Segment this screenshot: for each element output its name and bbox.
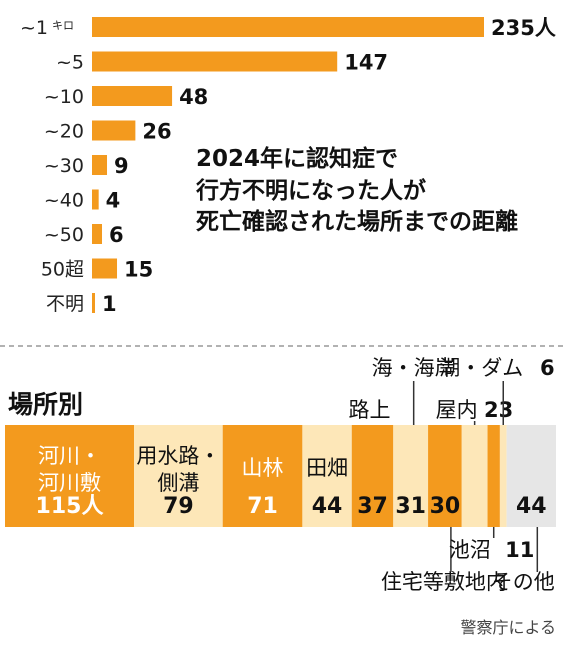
distance-bar <box>92 189 99 210</box>
segment-value: 30 <box>430 494 461 519</box>
callout-label: 屋内 <box>436 398 478 422</box>
category-label: ~40 <box>44 190 84 212</box>
place-segment <box>499 425 507 527</box>
segment-value: 31 <box>395 494 426 519</box>
bar-value-label: 235人 <box>491 16 556 40</box>
bar-value-label: 9 <box>114 154 129 178</box>
distance-bar <box>92 224 103 244</box>
bar-value-label: 15 <box>124 258 153 282</box>
place-segment <box>506 425 556 527</box>
segment-label: 用水路・ <box>136 444 220 468</box>
place-segment <box>222 425 303 527</box>
callout-label: その他 <box>492 570 555 594</box>
bar-value-label: 26 <box>142 120 171 144</box>
place-segment <box>5 425 135 527</box>
callout-value: 11 <box>505 538 534 562</box>
segment-value: 79 <box>163 494 194 519</box>
bar-value-label: 147 <box>344 51 388 75</box>
segment-value: 115人 <box>36 494 104 519</box>
source-note: 警察庁による <box>460 618 556 637</box>
distance-bar <box>92 17 484 37</box>
segment-label: 山林 <box>242 456 284 480</box>
category-label: ~10 <box>44 86 84 108</box>
segment-value: 44 <box>516 494 547 519</box>
callout-label: 湖・ダム <box>439 356 523 380</box>
category-label: ~5 <box>56 52 84 74</box>
place-segment <box>487 425 500 527</box>
distance-bar <box>92 258 118 279</box>
distance-bar-chart: ~1 キロ 235人 ~5 147 ~10 48 ~20 26 ~30 9 ~40 4 ~50 6 50超 15… <box>20 16 556 316</box>
place-segment <box>351 425 394 527</box>
segment-value: 71 <box>247 494 278 519</box>
callout-label: 池沼 <box>449 538 491 562</box>
distance-bar <box>92 293 95 313</box>
place-segment <box>393 425 429 527</box>
chart-title-line: 死亡確認された場所までの距離 <box>196 208 518 235</box>
place-segment <box>134 425 223 527</box>
segment-label: 田畑 <box>306 456 348 480</box>
distance-bar <box>92 51 338 72</box>
segment-value: 44 <box>312 494 343 519</box>
category-label: ~50 <box>44 224 84 246</box>
distance-bar <box>92 155 108 175</box>
category-label: 50超 <box>41 259 84 281</box>
segment-label: 河川・ <box>38 444 101 468</box>
callout-value: 6 <box>540 356 555 380</box>
bar-value-label: 6 <box>109 223 124 247</box>
category-label: ~30 <box>44 155 84 177</box>
chart-title-line: 2024年に認知症で <box>196 145 398 172</box>
category-label: 不明 <box>46 293 84 315</box>
place-segment <box>461 425 488 527</box>
callout-label: 住宅等敷地内 <box>381 570 507 594</box>
place-segment <box>302 425 352 527</box>
section-title: 場所別 <box>8 390 83 419</box>
bar-value-label: 4 <box>106 189 121 213</box>
segment-label: 側溝 <box>157 471 199 495</box>
bar-value-label: 48 <box>179 85 208 109</box>
segment-value: 37 <box>357 494 388 519</box>
chart-title-line: 行方不明になった人が <box>195 177 426 204</box>
distance-bar <box>92 86 173 106</box>
place-segment <box>428 425 462 527</box>
segment-label: 河川敷 <box>38 471 101 495</box>
callout-label: 路上 <box>349 398 391 422</box>
callout-label: 海・海岸 <box>372 356 456 380</box>
category-label: ~20 <box>44 121 84 143</box>
callout-value: 23 <box>484 398 513 422</box>
distance-bar <box>92 120 136 141</box>
bar-value-label: 1 <box>102 292 117 316</box>
category-label: ~1 <box>20 17 48 39</box>
category-unit-label: キロ <box>52 19 74 32</box>
